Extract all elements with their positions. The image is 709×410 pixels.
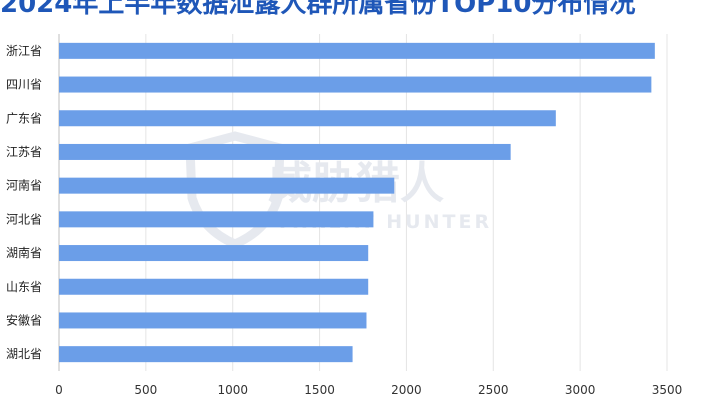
bar <box>59 76 652 93</box>
bar-series <box>59 42 655 363</box>
chart-title: 2024年上半年数据泄露人群所属省份TOP10分布情况 <box>0 0 636 19</box>
bar <box>59 177 395 194</box>
x-tick-label: 3000 <box>565 383 596 397</box>
x-tick-label: 2500 <box>478 383 509 397</box>
x-tick-label: 500 <box>134 383 157 397</box>
bar <box>59 245 369 262</box>
bar <box>59 110 556 127</box>
bar <box>59 42 655 59</box>
category-label: 湖北省 <box>6 346 42 361</box>
category-label: 湖南省 <box>6 245 42 260</box>
category-label: 江苏省 <box>6 145 42 159</box>
bar <box>59 278 369 295</box>
x-tick-label: 2000 <box>391 383 422 397</box>
bar <box>59 346 353 363</box>
x-tick-label: 3500 <box>652 383 683 397</box>
category-label: 四川省 <box>6 78 42 92</box>
category-label: 河北省 <box>6 212 42 226</box>
category-label: 河南省 <box>6 178 42 193</box>
value-axis: 0 500 1000 1500 2000 2500 3000 3500 <box>55 383 682 397</box>
bar <box>59 143 511 160</box>
x-tick-label: 0 <box>55 383 63 397</box>
category-label: 浙江省 <box>6 44 42 58</box>
x-tick-label: 1500 <box>304 383 335 397</box>
x-tick-label: 1000 <box>217 383 248 397</box>
category-label: 安徽省 <box>6 312 42 327</box>
bar <box>59 211 374 228</box>
category-label: 广东省 <box>6 111 42 125</box>
bar <box>59 312 367 329</box>
category-label: 山东省 <box>6 280 42 294</box>
